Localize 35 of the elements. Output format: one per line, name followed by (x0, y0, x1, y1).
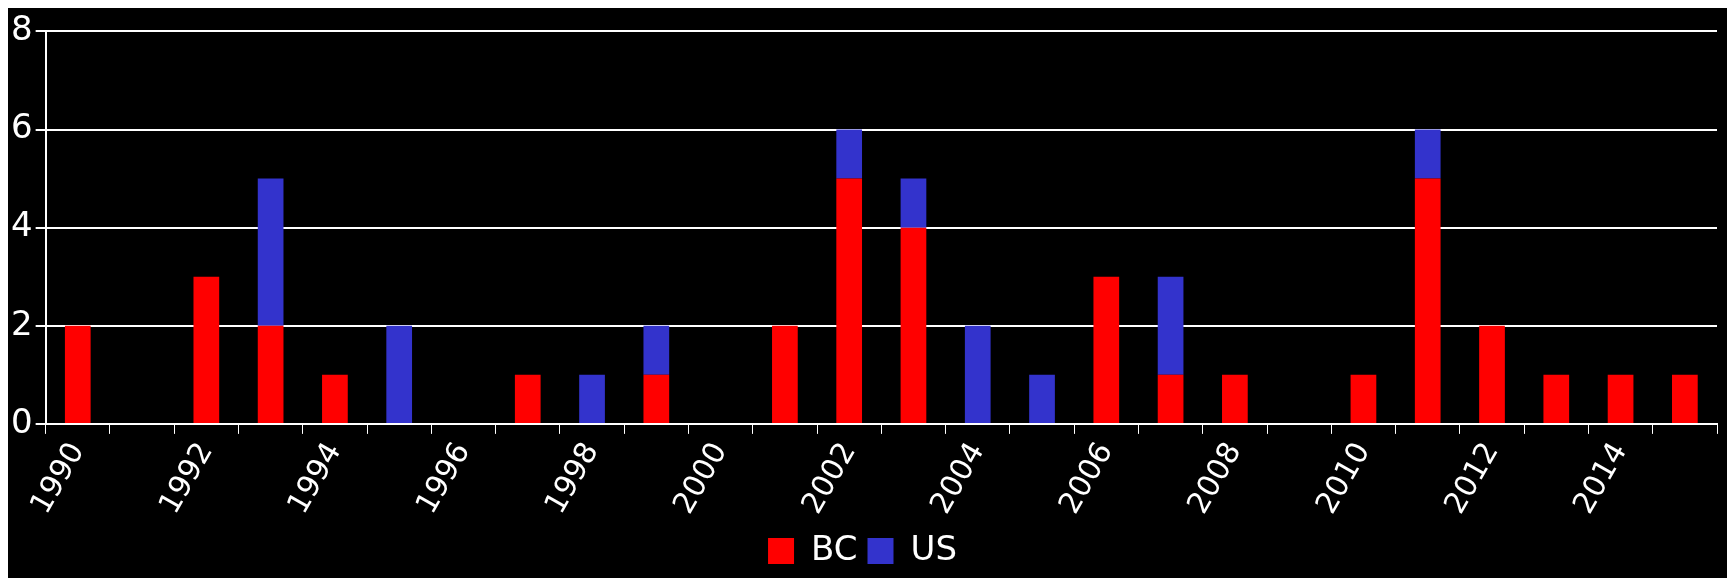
y-tick-label: 8 (10, 8, 33, 49)
bar (386, 325, 413, 423)
bar (836, 178, 863, 423)
bar (643, 374, 670, 423)
bar (1414, 178, 1441, 423)
bar (579, 374, 605, 423)
bar (643, 325, 670, 375)
bar (772, 325, 798, 423)
bar (1029, 374, 1055, 423)
bar (1414, 129, 1441, 179)
bar (257, 325, 284, 423)
bar (257, 178, 284, 326)
y-tick-label: 4 (10, 204, 33, 245)
y-tick-label: 0 (10, 400, 33, 441)
y-tick-label: 2 (10, 302, 33, 343)
legend-label: BC (811, 527, 858, 568)
bar (900, 178, 927, 228)
bar (1093, 276, 1120, 423)
bar (1479, 325, 1505, 423)
bar (1543, 374, 1570, 423)
bar (193, 276, 220, 423)
bar (514, 374, 541, 423)
bar (322, 374, 348, 423)
bar (1672, 374, 1698, 423)
bar (64, 325, 91, 423)
bar (1157, 276, 1184, 375)
y-tick-label: 6 (10, 106, 33, 147)
bar (900, 227, 927, 423)
bar (1350, 374, 1377, 423)
bar (836, 129, 863, 179)
bar (964, 325, 991, 423)
legend-label: US (910, 527, 957, 568)
bar (1222, 374, 1248, 423)
bar (1157, 374, 1184, 423)
bar (1607, 374, 1634, 423)
